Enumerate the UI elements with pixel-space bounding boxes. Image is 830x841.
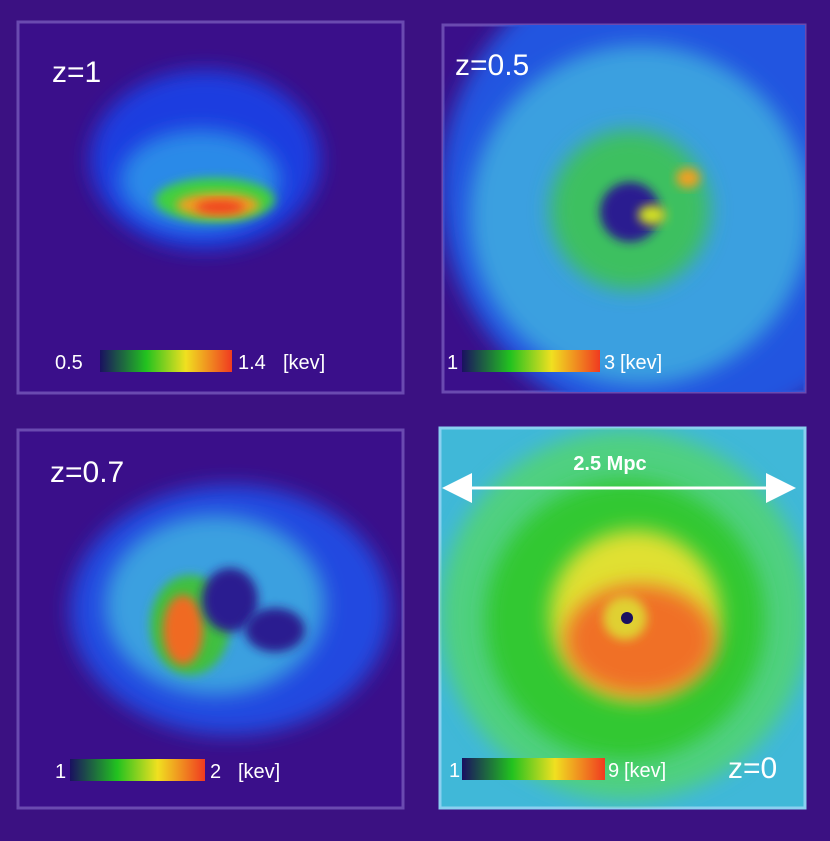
colorbar-max: 3	[604, 352, 615, 374]
colorbar-min: 1	[55, 761, 66, 783]
panel: z=0.5 1 3 [kev]	[441, 23, 807, 394]
scale-label: 2.5 Mpc	[573, 453, 646, 475]
colorbar-max: 1.4	[238, 352, 266, 374]
colorbar-unit: [kev]	[620, 352, 662, 374]
colorbar-min: 0.5	[55, 352, 83, 374]
panel: 2.5 Mpc 1 9 [kev] z=0	[438, 426, 807, 810]
colorbar-unit: [kev]	[238, 761, 280, 783]
panel-label: z=1	[52, 56, 101, 89]
panel-label: z=0	[728, 752, 777, 785]
colorbar	[70, 759, 205, 781]
colorbar	[462, 350, 600, 372]
panel: z=1 0.5 1.4 [kev]	[16, 20, 405, 395]
colorbar-max: 2	[210, 761, 221, 783]
colorbar-unit: [kev]	[283, 352, 325, 374]
colorbar-min: 1	[447, 352, 458, 374]
colorbar	[462, 758, 605, 780]
colorbar-unit: [kev]	[624, 760, 666, 782]
panel-label: z=0.5	[455, 49, 529, 82]
colorbar-min: 1	[449, 760, 460, 782]
colorbar	[100, 350, 232, 372]
panel: z=0.7 1 2 [kev]	[16, 428, 405, 810]
panel-label: z=0.7	[50, 456, 124, 489]
colorbar-max: 9	[608, 760, 619, 782]
